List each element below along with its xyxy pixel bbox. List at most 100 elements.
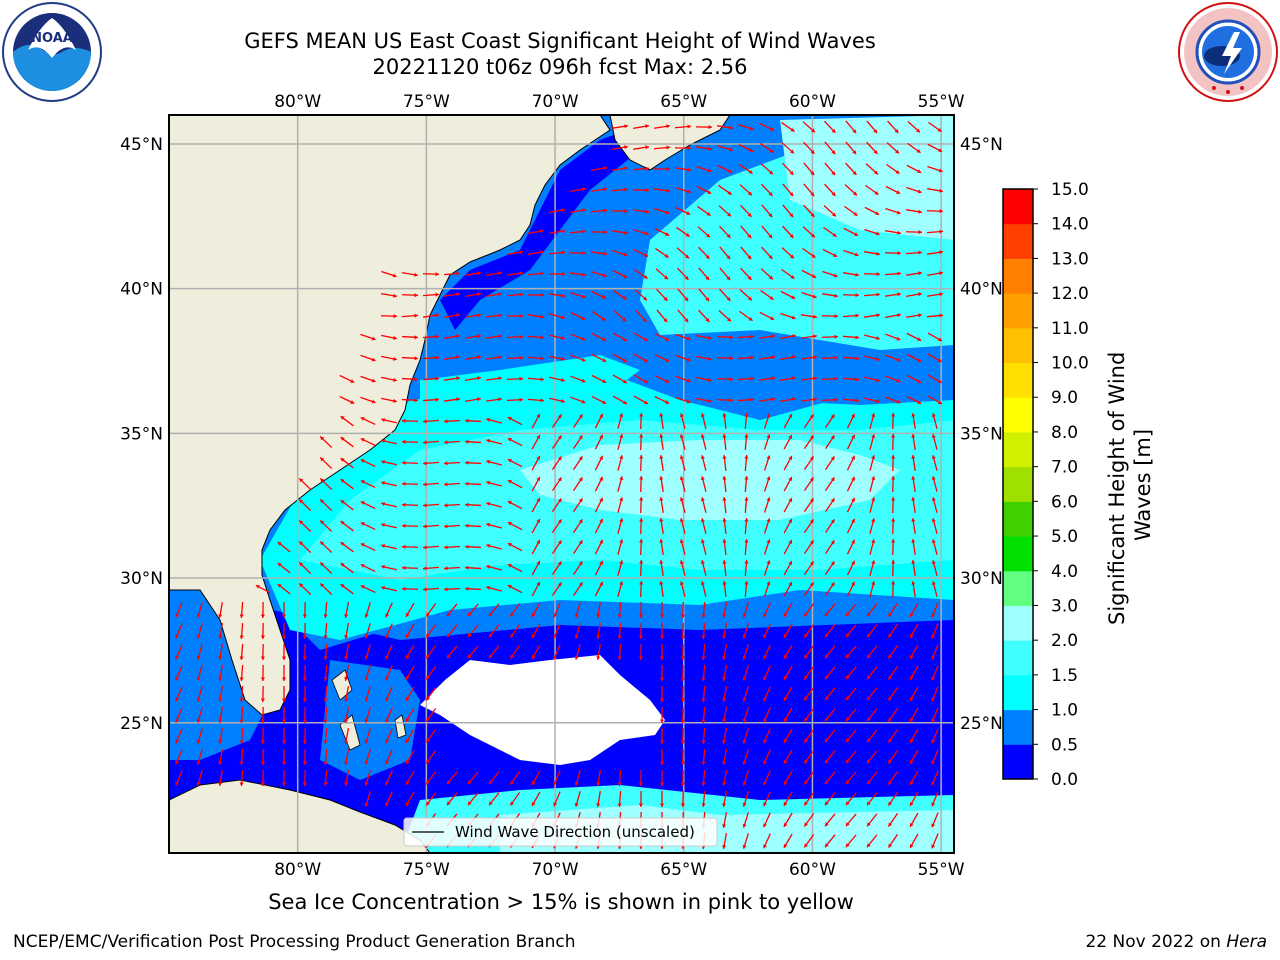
wind-arrow-head [596,656,601,660]
wind-arrow-head [360,543,365,547]
wind-arrow-head [788,455,793,460]
wind-arrow-head [813,376,817,381]
wind-arrow-head [788,560,793,565]
wind-arrow-head [876,272,880,277]
wind-arrow-head [722,656,727,660]
wind-arrow-head [196,739,201,744]
wind-arrow-head [831,171,836,176]
colorbar-swatch [1003,362,1033,398]
wind-arrow-head [891,497,896,501]
wind-arrow-head [728,147,733,152]
colorbar-swatch [1003,466,1033,502]
wind-arrow-head [444,545,448,550]
wind-arrow-head [931,497,936,502]
wind-arrow-head [510,654,515,659]
wind-arrow-head [747,275,752,280]
wind-arrow-head [768,254,773,259]
wind-arrow-head [809,540,814,545]
wind-arrow-head [918,209,922,214]
wind-arrow-head [666,167,670,172]
wind-arrow-head [896,357,901,362]
wind-arrow-head [783,738,788,743]
wind-arrow-head [435,292,439,297]
wind-arrow-head [602,400,607,404]
wind-arrow-head [557,435,562,440]
wind-arrow-head [414,356,418,361]
wind-arrow-head [851,518,855,523]
wind-arrow-head [744,455,749,459]
wind-arrow-head [340,542,345,546]
wind-arrow-head [260,719,265,723]
wind-arrow-head [531,801,536,806]
wind-arrow-head [804,780,808,785]
wind-arrow-head [748,316,753,321]
wind-arrow-head [218,656,223,660]
wind-arrow-head [888,822,893,827]
wind-arrow-head [680,719,685,723]
wind-arrow-head [831,212,836,217]
wind-arrow-head [360,459,365,463]
wind-arrow-head [871,434,876,439]
wind-arrow-head [747,296,752,301]
colorbar-frame [1002,188,1034,780]
wind-arrow-head [663,318,668,323]
wind-arrow-head [871,497,876,502]
wind-arrow-head [364,655,369,660]
wind-arrow-head [770,316,775,320]
wind-arrow-head [813,397,817,402]
wind-arrow-head [659,635,665,639]
wind-arrow-head [299,499,304,504]
wind-arrow-head [405,738,410,743]
wind-arrow-head [426,738,431,743]
no-data-region [420,655,665,765]
wind-arrow-head [788,581,793,586]
wind-arrow-head [867,654,871,659]
wind-arrow-head [599,413,603,418]
wind-arrow-head [680,614,685,618]
wind-arrow-head [659,560,664,564]
wind-arrow-head [791,295,796,299]
wind-arrow-head [790,274,795,279]
wind-arrow-head [423,461,427,466]
wind-arrow-head [393,314,397,319]
wind-arrow-head [507,522,512,526]
wind-arrow-head [510,780,515,785]
wind-arrow-head [486,585,491,590]
wind-arrow-head [834,397,838,402]
wind-arrow-head [465,544,469,549]
wind-arrow-head [599,581,603,586]
wind-arrow-head [617,635,622,639]
wind-arrow-head [939,271,943,276]
wind-arrow-head [917,400,922,404]
colorbar-tick-label: 14.0 [1051,215,1089,235]
wind-arrow-head [911,413,916,417]
wind-arrow-head [560,315,565,320]
wind-arrow-head [792,397,796,402]
wind-arrow-head [498,313,502,318]
wind-arrow-head [467,612,472,617]
wind-arrow-head [557,456,562,461]
wind-arrow-head [196,781,201,786]
wind-arrow-head [486,501,491,506]
wind-arrow-head [722,560,727,564]
wind-arrow-head [824,633,829,638]
wind-arrow-head [666,188,670,193]
wind-arrow-head [364,802,369,807]
wind-arrow-head [405,696,410,701]
wind-arrow-head [855,398,859,403]
wind-arrow-head [659,476,664,480]
wind-arrow-head [742,739,747,744]
wind-arrow-head [939,209,943,214]
wind-arrow-head [596,803,601,807]
wind-arrow-head [456,397,460,402]
wind-arrow-head [299,562,304,567]
wind-arrow-head [909,696,914,701]
wind-arrow-head [477,397,481,402]
wind-arrow-head [239,677,244,681]
wind-arrow-head [750,334,754,339]
wind-arrow-head [931,476,936,481]
longitude-tick-label: 80°W [274,860,321,880]
wind-arrow-head [465,565,469,570]
wind-arrow-head [599,455,603,460]
wind-arrow-head [596,614,601,618]
